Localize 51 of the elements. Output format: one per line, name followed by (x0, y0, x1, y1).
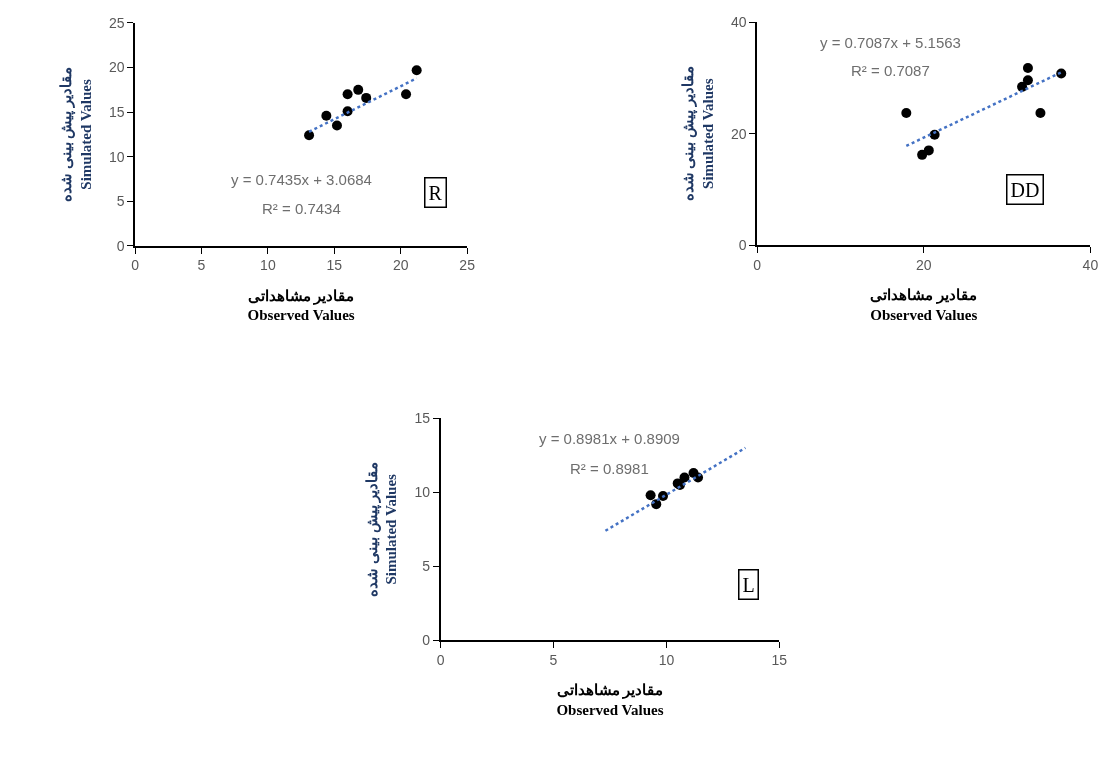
x-tick-label: 0 (753, 256, 762, 273)
point (304, 130, 315, 141)
point (411, 65, 422, 76)
point (321, 110, 332, 121)
point (1022, 75, 1033, 86)
point (901, 108, 912, 119)
annotation: y = 0.8981x + 0.8909 (539, 430, 680, 447)
y-tick-label: 5 (116, 193, 125, 210)
y-tick-label: 0 (116, 237, 125, 254)
y-tick-label: 0 (422, 632, 431, 649)
x-tick-label: 10 (658, 651, 675, 668)
y-tick-label: 20 (731, 125, 747, 142)
y-tick-label: 0 (738, 237, 747, 254)
y-tick-label: 10 (108, 148, 125, 165)
point (917, 149, 928, 160)
x-tick-label: 5 (549, 651, 558, 668)
point (342, 89, 353, 100)
x-tick-label: 0 (131, 257, 140, 274)
point (923, 145, 934, 156)
x-tick-label: 0 (436, 651, 445, 668)
annotation: R² = 0.7087 (851, 62, 930, 79)
x-tick-label: 25 (459, 257, 476, 274)
x-tick-label: 15 (326, 257, 343, 274)
text: L (742, 573, 755, 596)
x-tick-label: 40 (1082, 256, 1099, 273)
point (401, 89, 412, 100)
y-tick-label: 15 (414, 410, 431, 427)
x-tick-label: 10 (260, 257, 276, 274)
x-tick-label: 20 (392, 257, 409, 274)
y-tick-label: 5 (422, 558, 431, 575)
x-tick-label: 5 (197, 257, 206, 274)
annotation: y = 0.7435x + 3.0684 (231, 171, 372, 188)
point (331, 120, 342, 131)
point (361, 92, 372, 103)
annotation: y = 0.7087x + 5.1563 (820, 34, 961, 51)
point (645, 490, 656, 501)
text: DD (1010, 178, 1040, 201)
y-tick-label: 20 (108, 59, 125, 76)
point (679, 472, 690, 483)
x-tick-label: 20 (916, 256, 932, 273)
annotation: R² = 0.8981 (570, 460, 649, 477)
point (1035, 108, 1046, 119)
y-tick-label: 25 (108, 14, 125, 31)
y-tick-label: 15 (108, 104, 125, 121)
point (353, 84, 364, 95)
y-tick-label: 10 (414, 484, 431, 501)
x-tick-label: 15 (771, 651, 788, 668)
text: R (428, 181, 443, 204)
y-tick-label: 40 (731, 14, 747, 31)
point (1022, 62, 1033, 73)
annotation: R² = 0.7434 (262, 200, 341, 217)
